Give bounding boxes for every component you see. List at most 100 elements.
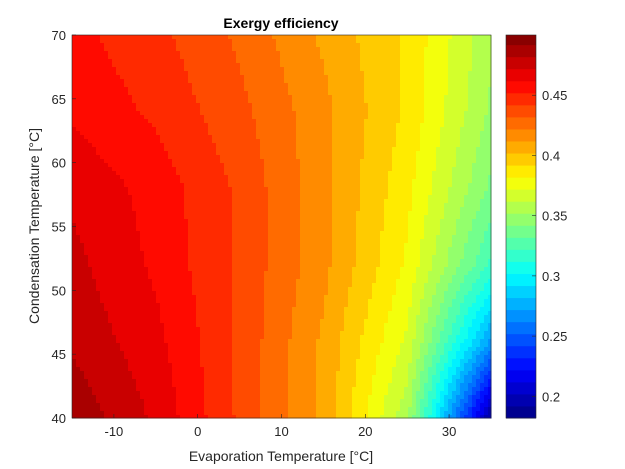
contour-cell: [476, 159, 481, 164]
contour-cell: [180, 163, 185, 168]
contour-cell: [268, 51, 273, 56]
contour-cell: [344, 83, 349, 88]
contour-cell: [328, 139, 333, 144]
contour-cell: [256, 143, 261, 148]
contour-cell: [448, 107, 453, 112]
contour-cell: [320, 163, 325, 168]
contour-cell: [328, 87, 333, 92]
contour-cell: [296, 143, 301, 148]
contour-cell: [424, 163, 429, 168]
contour-cell: [188, 199, 193, 204]
contour-cell: [160, 159, 165, 164]
contour-cell: [112, 159, 117, 164]
contour-cell: [284, 167, 289, 172]
contour-cell: [76, 87, 81, 92]
contour-cell: [404, 75, 409, 80]
contour-cell: [188, 191, 193, 196]
contour-cell: [476, 107, 481, 112]
contour-cell: [412, 39, 417, 44]
contour-cell: [300, 179, 305, 184]
contour-cell: [208, 207, 213, 212]
contour-cell: [344, 99, 349, 104]
contour-cell: [464, 167, 469, 172]
contour-cell: [240, 183, 245, 188]
contour-cell: [120, 99, 125, 104]
contour-cell: [380, 95, 385, 100]
contour-cell: [200, 167, 205, 172]
contour-cell: [156, 103, 161, 108]
contour-cell: [224, 143, 229, 148]
contour-cell: [472, 43, 477, 48]
contour-cell: [388, 87, 393, 92]
contour-cell: [128, 175, 133, 180]
contour-cell: [140, 187, 145, 192]
contour-cell: [276, 119, 281, 124]
contour-cell: [316, 163, 321, 168]
contour-cell: [448, 63, 453, 68]
contour-cell: [408, 47, 413, 52]
contour-cell: [160, 83, 165, 88]
contour-cell: [428, 155, 433, 160]
contour-cell: [112, 79, 117, 84]
contour-cell: [196, 215, 201, 220]
contour-cell: [72, 127, 77, 132]
contour-cell: [396, 127, 401, 132]
contour-cell: [84, 187, 89, 192]
contour-cell: [476, 55, 481, 60]
contour-cell: [148, 79, 153, 84]
contour-cell: [136, 191, 141, 196]
contour-cell: [336, 35, 341, 40]
contour-cell: [292, 215, 297, 220]
contour-cell: [132, 99, 137, 104]
contour-cell: [432, 207, 437, 212]
contour-cell: [372, 183, 377, 188]
contour-cell: [476, 203, 481, 208]
contour-cell: [476, 51, 481, 56]
contour-cell: [280, 99, 285, 104]
contour-cell: [476, 111, 481, 116]
contour-cell: [268, 199, 273, 204]
contour-cell: [328, 183, 333, 188]
contour-cell: [320, 95, 325, 100]
contour-cell: [104, 87, 109, 92]
contour-cell: [336, 39, 341, 44]
contour-cell: [316, 155, 321, 160]
contour-cell: [412, 127, 417, 132]
contour-cell: [144, 219, 149, 224]
contour-cell: [368, 71, 373, 76]
contour-cell: [432, 163, 437, 168]
contour-cell: [236, 79, 241, 84]
contour-cell: [84, 67, 89, 72]
contour-cell: [192, 123, 197, 128]
contour-cell: [420, 107, 425, 112]
contour-cell: [116, 51, 121, 56]
contour-cell: [396, 63, 401, 68]
contour-cell: [484, 191, 489, 196]
contour-cell: [72, 155, 77, 160]
contour-cell: [180, 147, 185, 152]
contour-cell: [100, 107, 105, 112]
contour-cell: [172, 207, 177, 212]
contour-cell: [256, 167, 261, 172]
contour-cell: [328, 191, 333, 196]
contour-cell: [112, 39, 117, 44]
contour-cell: [204, 107, 209, 112]
contour-cell: [480, 203, 485, 208]
contour-cell: [160, 67, 165, 72]
contour-cell: [340, 63, 345, 68]
contour-cell: [184, 115, 189, 120]
contour-cell: [112, 191, 117, 196]
contour-cell: [136, 75, 141, 80]
contour-cell: [272, 171, 277, 176]
contour-cell: [104, 155, 109, 160]
contour-cell: [132, 127, 137, 132]
contour-cell: [380, 99, 385, 104]
contour-cell: [476, 63, 481, 68]
contour-cell: [416, 143, 421, 148]
contour-cell: [332, 55, 337, 60]
contour-cell: [260, 135, 265, 140]
contour-cell: [100, 151, 105, 156]
contour-cell: [392, 147, 397, 152]
contour-cell: [292, 139, 297, 144]
contour-cell: [212, 223, 217, 228]
